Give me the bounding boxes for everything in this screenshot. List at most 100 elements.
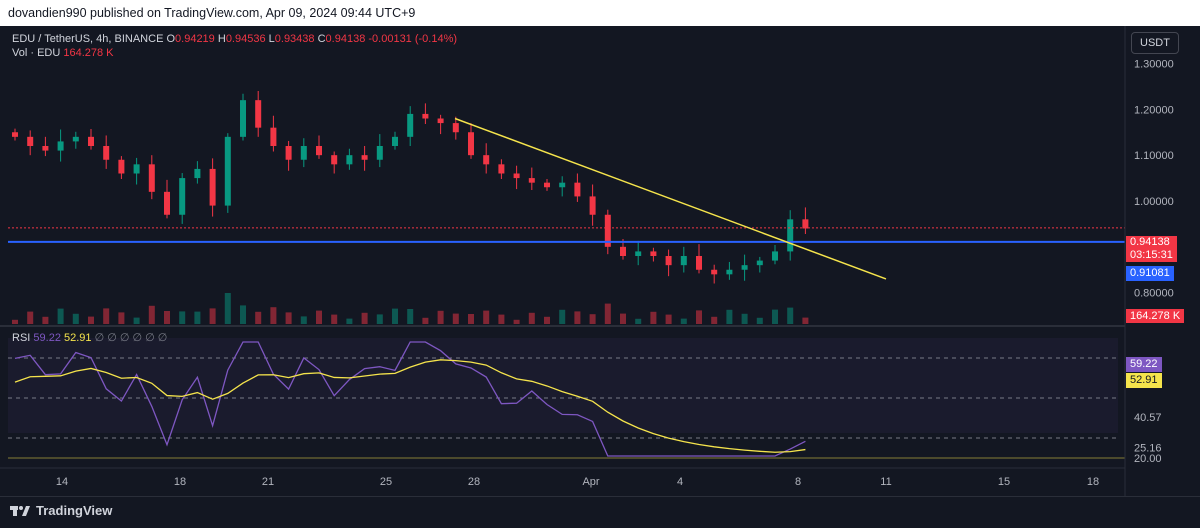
volume-bar	[148, 305, 155, 324]
price-axis[interactable]: 1.300001.200001.100001.000000.900000.800…	[1134, 59, 1174, 300]
candle-body	[711, 269, 718, 275]
candle-body	[42, 146, 49, 151]
volume-bar	[346, 318, 353, 324]
trendline[interactable]	[454, 117, 887, 280]
time-tick-label: 11	[880, 476, 891, 488]
candle-body	[179, 178, 186, 215]
footer-bar: TradingView	[0, 496, 1200, 528]
volume-bar	[224, 293, 231, 324]
rsi-ma-value: 52.91	[64, 332, 92, 344]
candle-body	[300, 146, 307, 160]
time-tick-label: Apr	[582, 476, 599, 488]
volume-bar	[787, 307, 794, 324]
candle-body	[696, 256, 702, 270]
candle-body	[452, 123, 459, 133]
volume-bar	[209, 308, 216, 324]
volume-bar	[650, 311, 657, 324]
volume-bar	[635, 318, 642, 324]
volume-bar	[772, 309, 778, 324]
time-tick-label: 25	[380, 476, 392, 488]
candle-body	[559, 182, 566, 188]
volume-bar	[589, 314, 596, 324]
high-value: 0.94536	[225, 33, 266, 45]
candle-body	[270, 127, 277, 146]
price-tick-label: 1.30000	[1134, 59, 1174, 71]
candle-body	[650, 251, 657, 256]
candle-body	[437, 118, 444, 124]
tradingview-logo[interactable]: TradingView	[10, 503, 112, 518]
volume-bar	[57, 308, 64, 324]
candles	[12, 91, 809, 284]
rsi-tick-label: 25.16	[1134, 443, 1162, 455]
candle-body	[756, 260, 763, 266]
candle-body	[604, 214, 611, 247]
tradingview-brand: TradingView	[36, 503, 113, 518]
rsi-label[interactable]: RSI	[12, 332, 31, 344]
open-value: 0.94219	[175, 33, 215, 45]
volume-bar	[680, 318, 687, 324]
last-price-tag: 0.94138 03:15:31	[1126, 236, 1177, 262]
candle-body	[72, 136, 79, 142]
volume-bar	[194, 311, 201, 324]
candle-body	[392, 136, 398, 146]
volume-bar	[316, 310, 322, 324]
candle-body	[468, 132, 474, 156]
tradingview-icon	[10, 505, 30, 516]
candle-body	[285, 146, 292, 160]
volume-bar	[437, 310, 444, 324]
candle-body	[57, 141, 64, 151]
volume-bar	[802, 317, 809, 324]
volume-bar	[604, 303, 611, 324]
rsi-guides	[8, 357, 1125, 459]
price-chart[interactable]: 1.300001.200001.100001.000000.900000.800…	[0, 26, 1200, 496]
candle-body	[240, 100, 246, 137]
time-tick-label: 28	[468, 476, 480, 488]
volume-bar	[407, 309, 414, 324]
volume-label[interactable]: Vol · EDU	[12, 47, 61, 59]
symbol-name[interactable]: EDU / TetherUS, 4h, BINANCE	[12, 33, 164, 45]
volume-bar	[711, 316, 718, 324]
close-label: C	[317, 33, 326, 45]
volume-bar	[559, 309, 566, 324]
candle-body	[726, 269, 733, 275]
volume-bar	[240, 305, 246, 324]
candle-body	[483, 155, 490, 165]
last-price-text: 0.94138	[1130, 236, 1170, 248]
volume-bar	[42, 316, 49, 324]
candle-body	[802, 219, 809, 229]
candle-body	[741, 265, 748, 270]
candle-body	[148, 164, 155, 192]
volume-bar	[756, 317, 763, 324]
volume-bar	[620, 313, 626, 324]
volume-bar	[118, 312, 125, 324]
volume-bar	[468, 314, 474, 324]
candle-body	[422, 113, 429, 119]
candle-body	[498, 164, 505, 174]
volume-bar	[72, 313, 79, 324]
volume-bar	[133, 317, 140, 324]
rsi-line	[14, 341, 806, 457]
time-axis[interactable]: 14 18 21 25 28 Apr 4 8 11 15 18	[56, 476, 1099, 488]
volume-bar	[88, 316, 94, 324]
rsi-ma-line	[14, 359, 806, 453]
currency-button[interactable]: USDT	[1131, 32, 1179, 54]
volume-bar	[665, 314, 672, 324]
low-label: L	[268, 33, 275, 45]
volume-bar	[452, 313, 459, 324]
volume-bar	[513, 319, 520, 324]
rsi-tick-label: 40.57	[1134, 412, 1162, 424]
volume-bar	[392, 308, 398, 324]
price-tick-label: 1.20000	[1134, 104, 1174, 116]
price-tick-label: 1.10000	[1134, 150, 1174, 162]
candle-body	[620, 246, 626, 256]
price-tick-label: 1.00000	[1134, 196, 1174, 208]
volume-bar	[544, 316, 550, 324]
candle-body	[361, 155, 368, 160]
volume-bar	[726, 309, 733, 324]
time-tick-label: 18	[1087, 476, 1099, 488]
rsi-ma-tag: 52.91	[1126, 373, 1162, 388]
volume-bar	[528, 312, 535, 324]
candle-body	[27, 136, 34, 146]
candle-body	[103, 146, 110, 160]
